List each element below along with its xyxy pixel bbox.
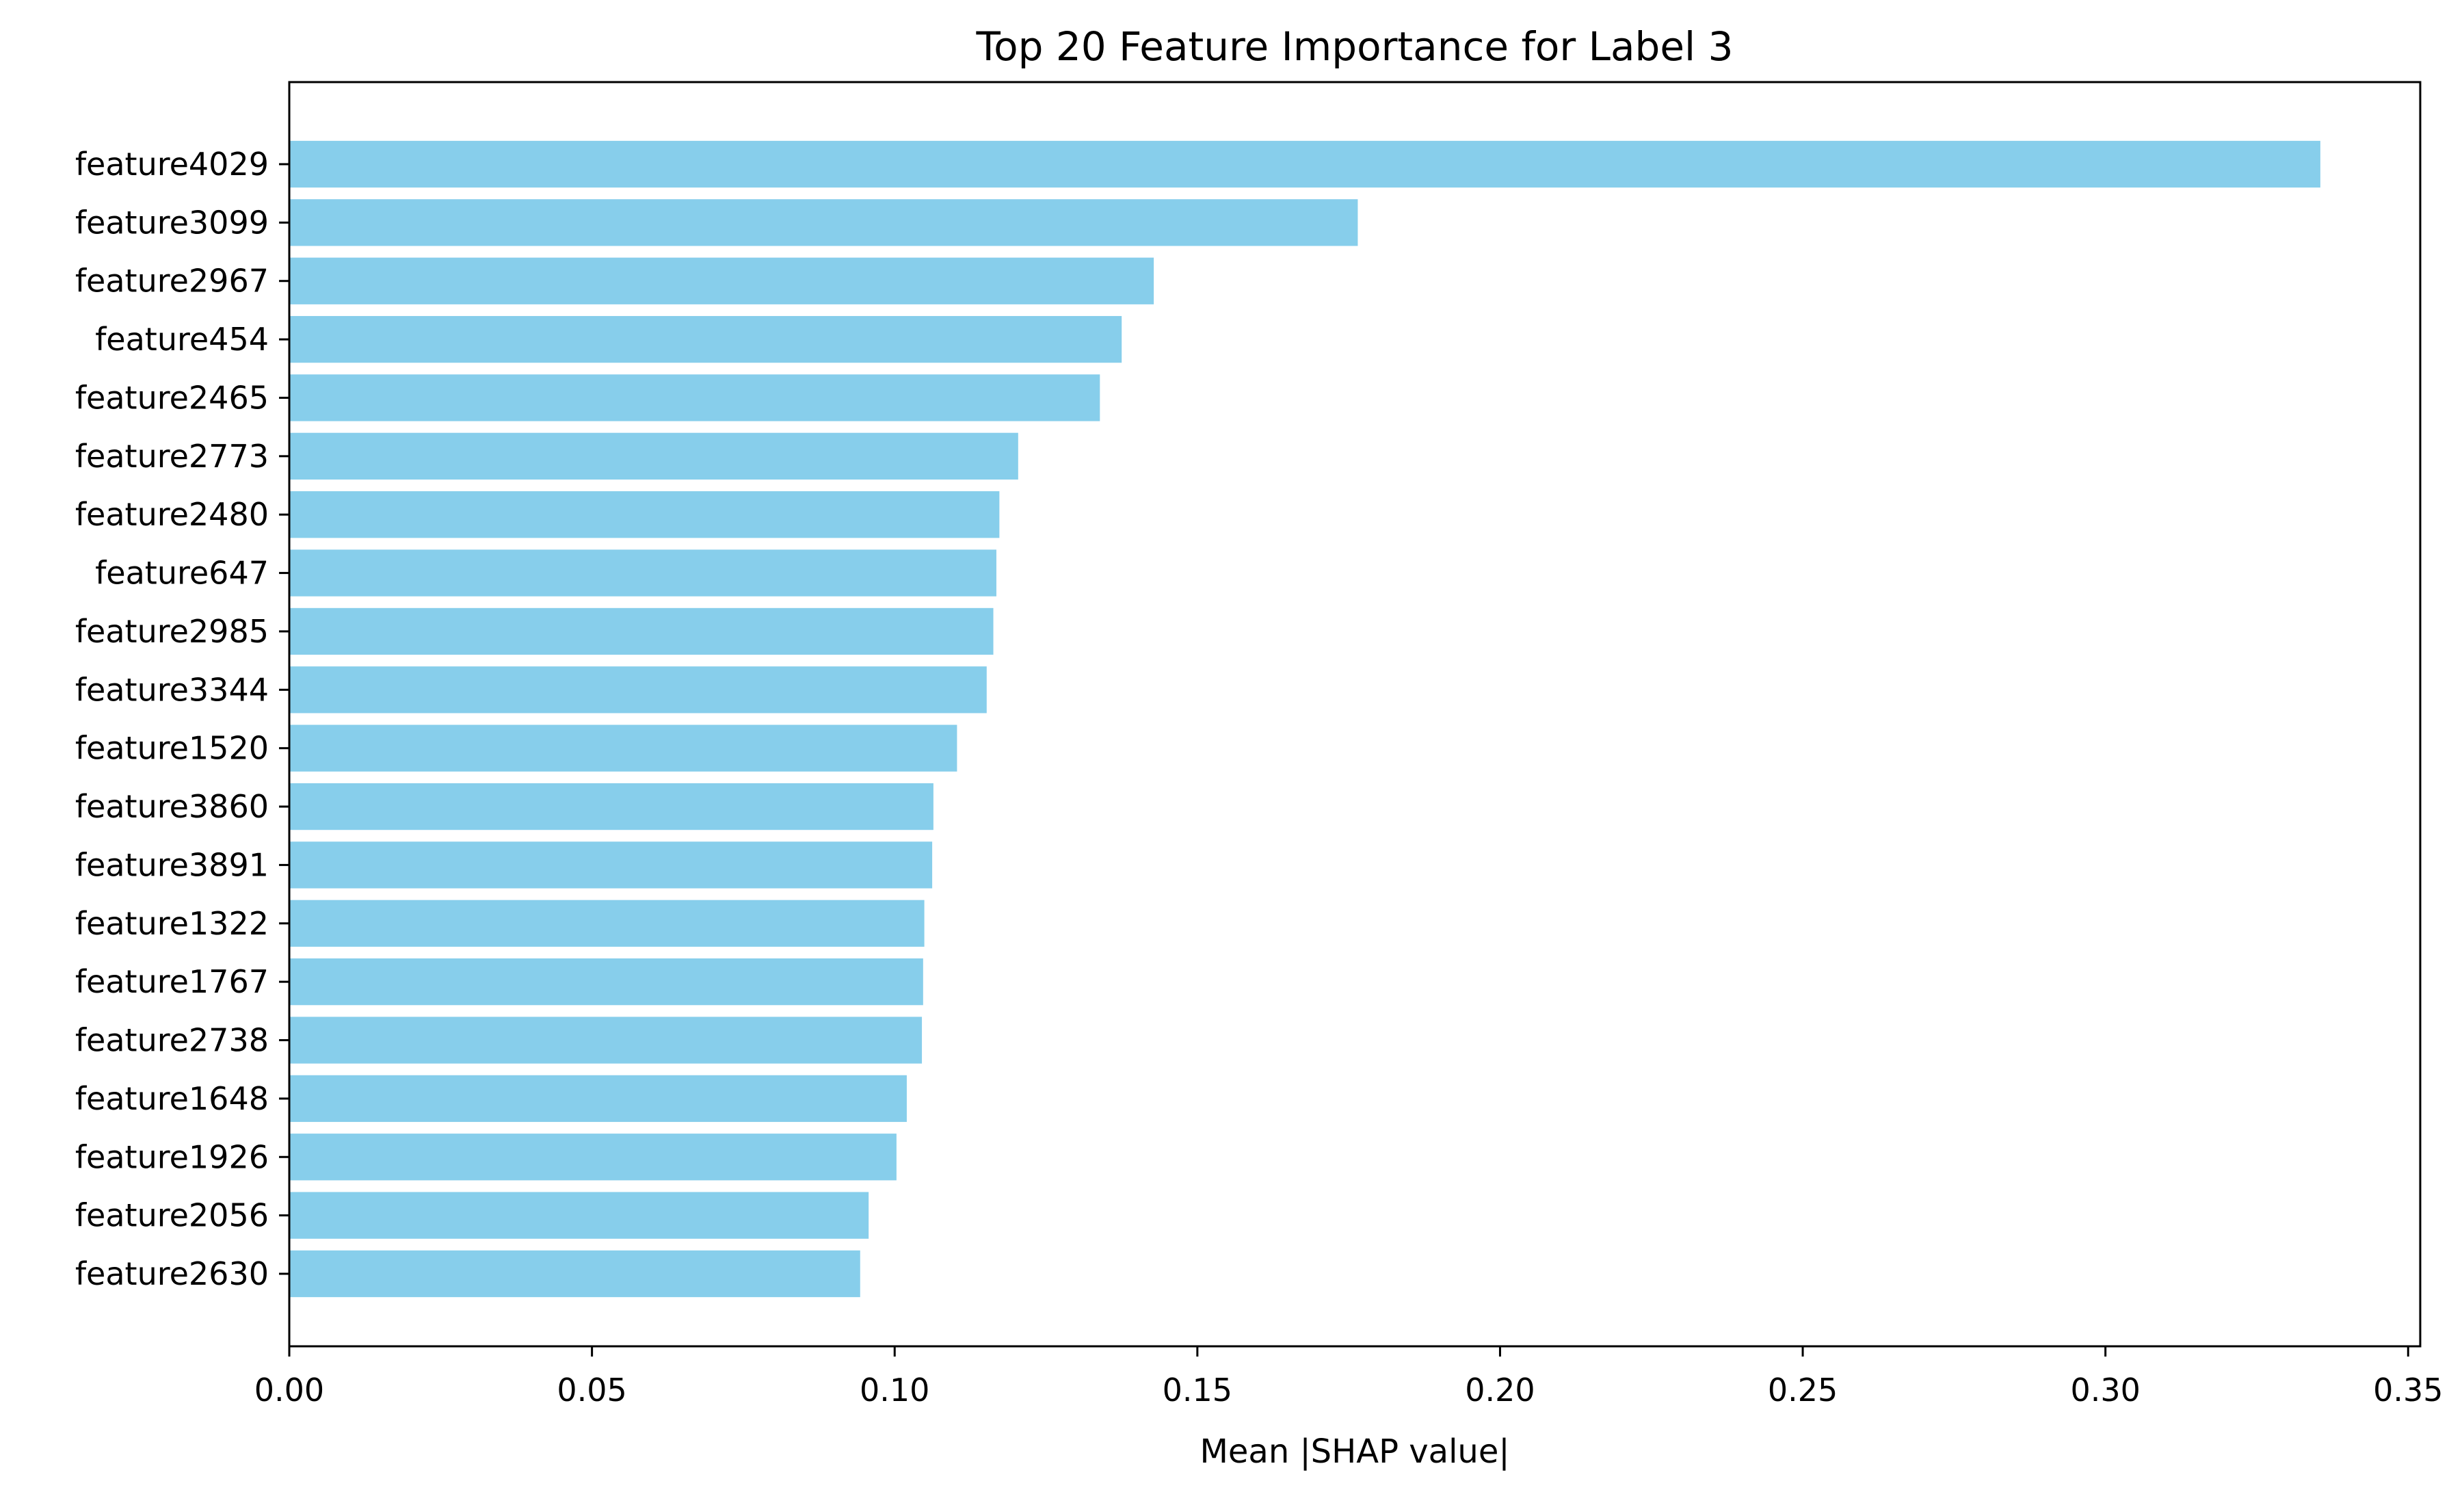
x-tick-label: 0.15 — [1163, 1372, 1232, 1409]
bars-layer — [289, 140, 2320, 1298]
axes-frame — [288, 81, 2422, 1348]
bar-feature3860 — [289, 783, 933, 830]
y-tick-label: feature2056 — [75, 1197, 269, 1234]
y-tick-label: feature2738 — [75, 1022, 269, 1059]
y-tick-label: feature2985 — [75, 613, 269, 650]
bar-feature2967 — [289, 257, 1154, 304]
x-tick-label: 0.25 — [1768, 1372, 1838, 1409]
bar-feature1648 — [289, 1075, 907, 1123]
y-tick-label: feature1520 — [75, 730, 269, 767]
y-tick-label: feature3099 — [75, 204, 269, 241]
x-tick-label: 0.30 — [2070, 1372, 2140, 1409]
bar-feature647 — [289, 549, 996, 597]
y-tick-label: feature647 — [95, 555, 269, 592]
y-tick-label: feature4029 — [75, 146, 269, 183]
bar-feature2480 — [289, 491, 1000, 538]
y-tick-label: feature2967 — [75, 263, 269, 300]
y-tick-label: feature2465 — [75, 379, 269, 416]
x-tick-label: 0.05 — [557, 1372, 626, 1409]
y-tick-label: feature2480 — [75, 496, 269, 533]
y-tick-label: feature2773 — [75, 438, 269, 475]
bar-feature2630 — [289, 1250, 860, 1298]
bar-feature454 — [289, 315, 1122, 363]
x-tick-label: 0.20 — [1465, 1372, 1535, 1409]
bar-feature1767 — [289, 958, 923, 1006]
y-tick-label: feature1648 — [75, 1080, 269, 1117]
bar-feature2056 — [289, 1192, 869, 1239]
bar-feature2738 — [289, 1017, 923, 1064]
y-tick-label: feature1322 — [75, 905, 269, 942]
y-tick-label: feature1767 — [75, 963, 269, 1000]
bar-feature1926 — [289, 1134, 897, 1181]
x-tick-label: 0.35 — [2373, 1372, 2443, 1409]
bar-feature2773 — [289, 432, 1018, 480]
bar-feature1322 — [289, 900, 925, 947]
y-tick-label: feature3891 — [75, 846, 269, 883]
chart-title: Top 20 Feature Importance for Label 3 — [976, 23, 1734, 70]
bar-feature2985 — [289, 607, 994, 655]
y-tick-label: feature3344 — [75, 671, 269, 708]
bar-feature2465 — [289, 374, 1100, 421]
x-tick-label: 0.00 — [254, 1372, 324, 1409]
bar-feature3891 — [289, 841, 933, 889]
bar-feature4029 — [289, 140, 2320, 188]
bar-feature3344 — [289, 666, 987, 714]
y-tick-label: feature3860 — [75, 788, 269, 825]
x-tick-label: 0.10 — [860, 1372, 929, 1409]
y-tick-label: feature454 — [95, 321, 269, 358]
x-axis-label: Mean |SHAP value| — [1200, 1432, 1509, 1471]
x-axis: 0.00 0.05 0.10 0.15 0.20 0.25 0.30 0.35 — [254, 1346, 2443, 1409]
y-axis: feature4029 feature3099 feature2967 feature… — [75, 146, 289, 1292]
y-tick-label: feature2630 — [75, 1255, 269, 1292]
bar-feature1520 — [289, 724, 957, 772]
bar-feature3099 — [289, 199, 1358, 246]
y-tick-label: feature1926 — [75, 1138, 269, 1175]
